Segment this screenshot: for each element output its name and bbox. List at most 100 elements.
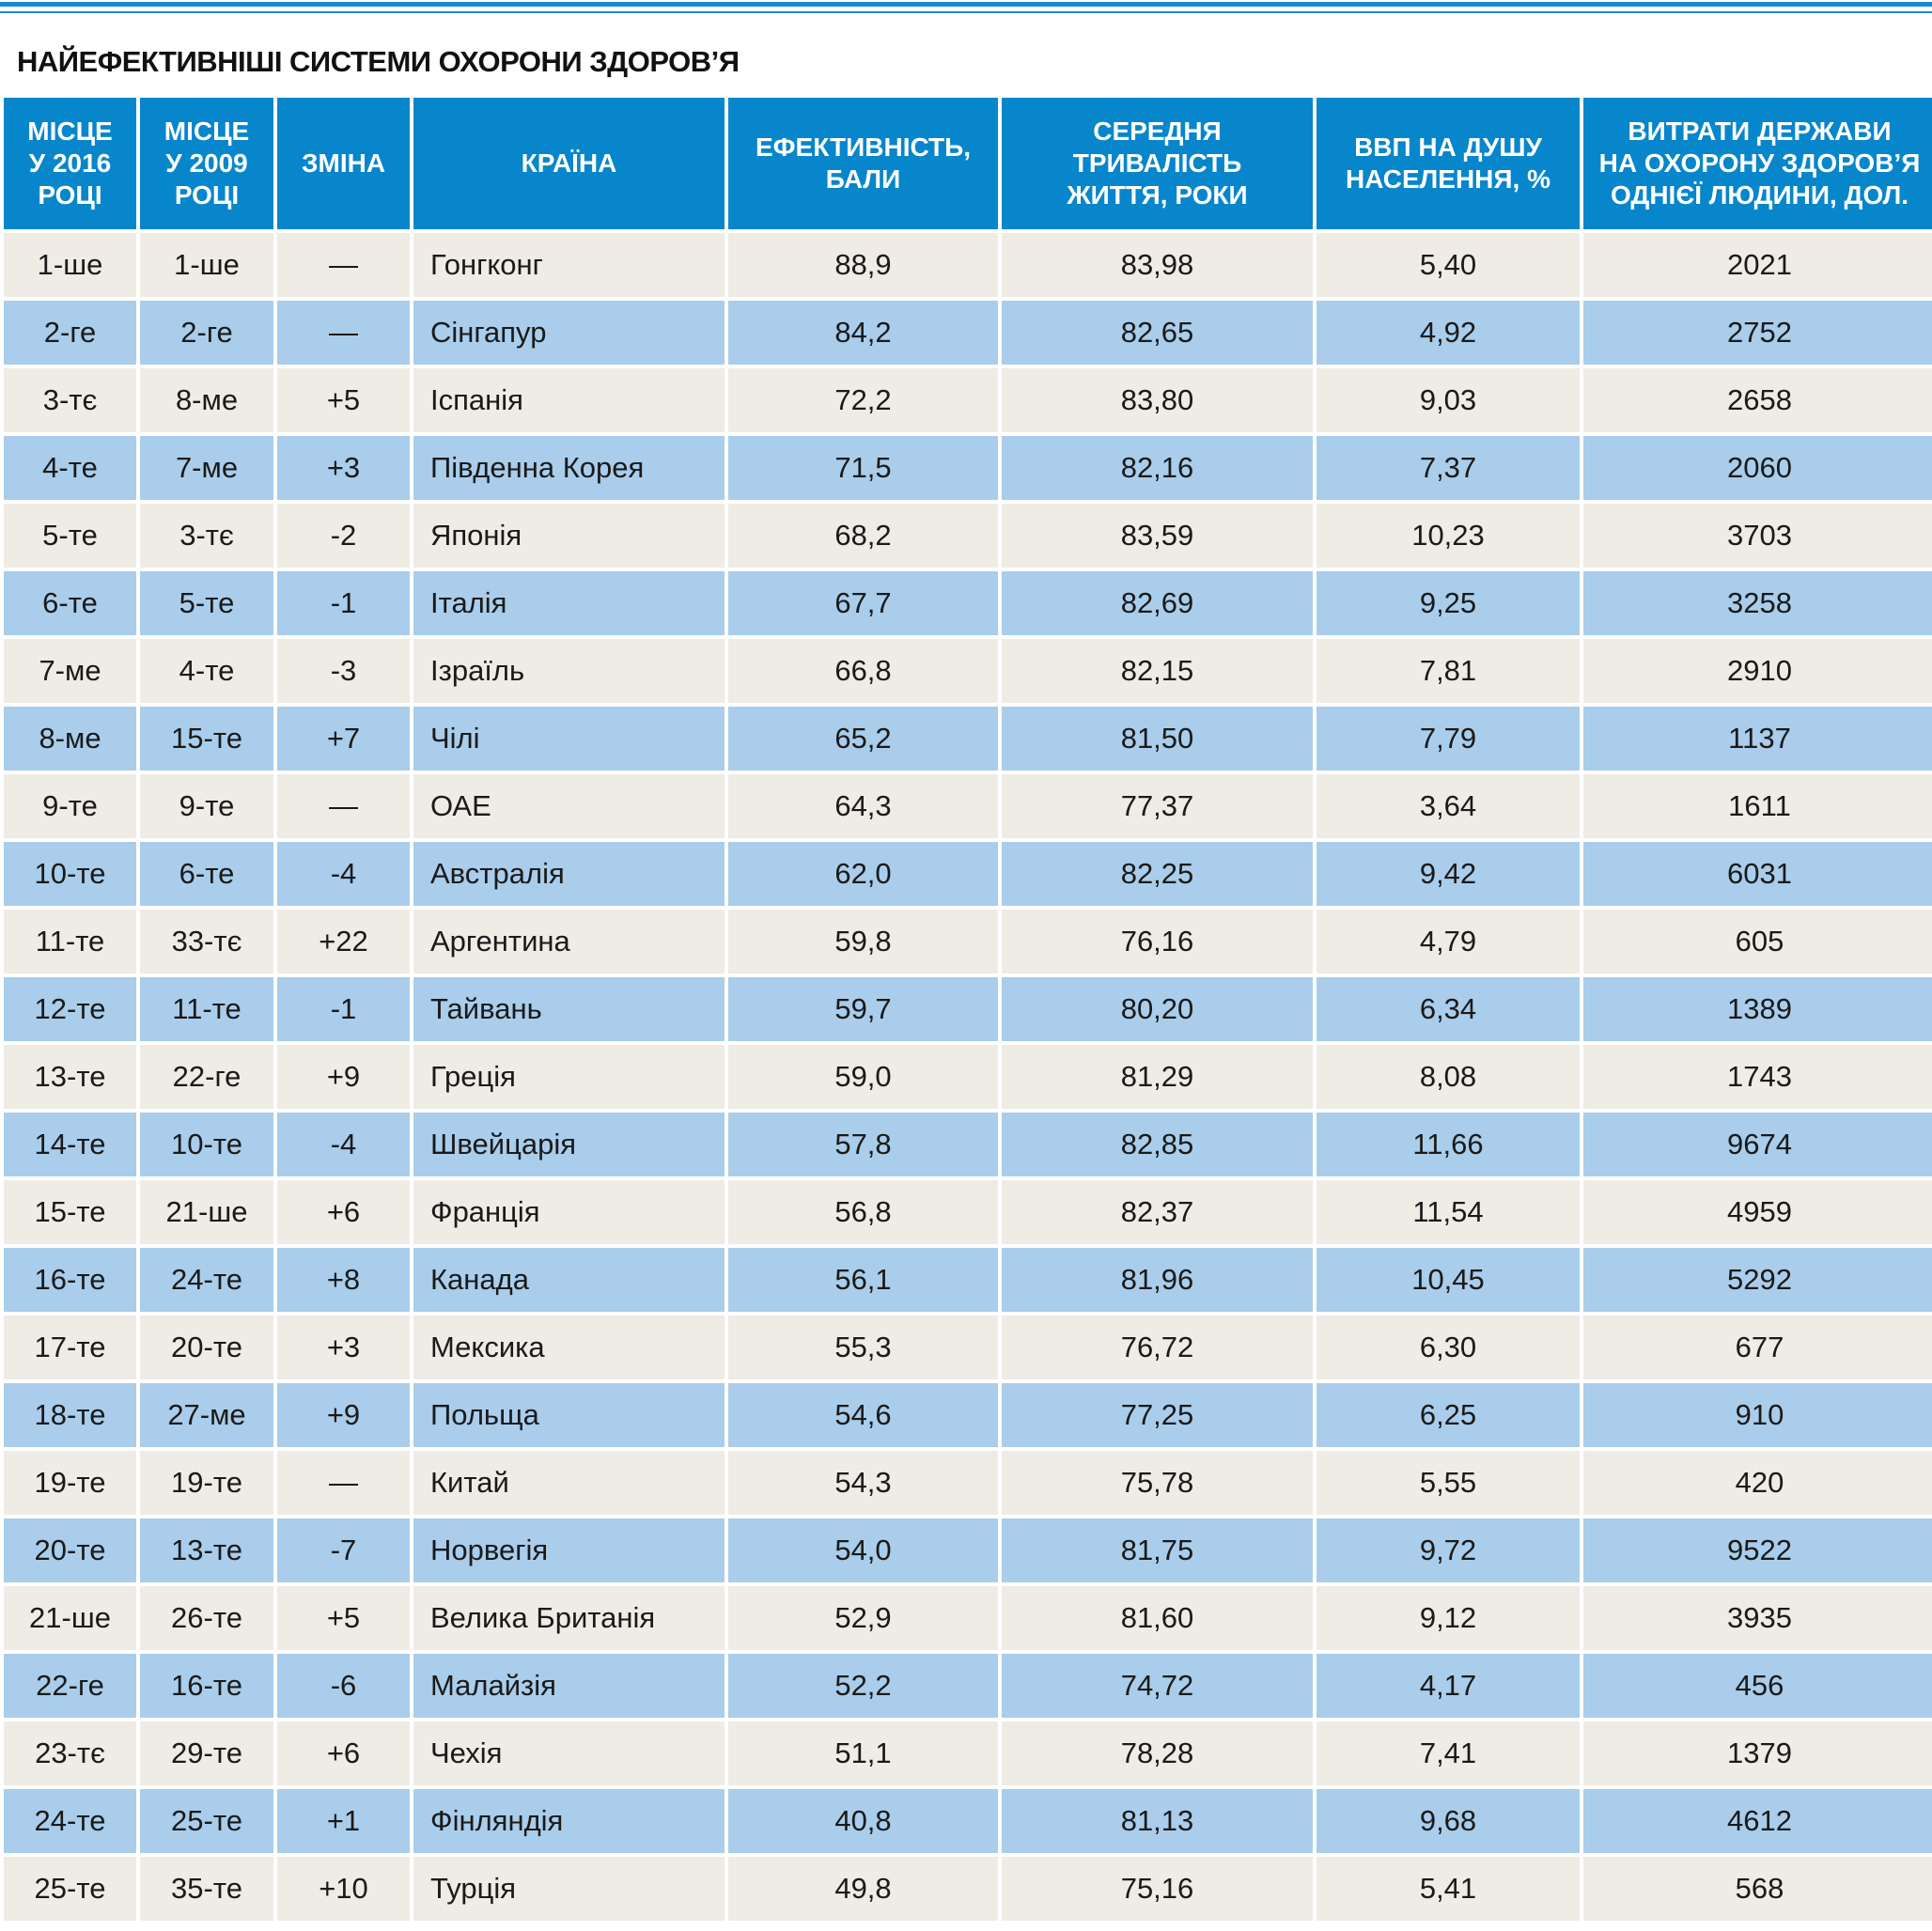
table-cell: 57,8: [728, 1113, 998, 1176]
table-cell: —: [277, 774, 410, 838]
table-cell: 7,81: [1317, 639, 1580, 703]
table-cell: 9522: [1583, 1518, 1932, 1582]
table-cell: 78,28: [1002, 1721, 1313, 1785]
country-cell: Сінгапур: [413, 301, 724, 365]
table-cell: +5: [277, 368, 410, 432]
table-cell: —: [277, 233, 410, 297]
table-row: 3-тє 8-ме +5 Іспанія 72,2 83,80 9,03 2658: [4, 368, 1932, 432]
table-cell: 81,96: [1002, 1248, 1313, 1312]
table-cell: 6031: [1583, 842, 1932, 906]
table-cell: 16-те: [140, 1654, 273, 1718]
table-cell: 2658: [1583, 368, 1932, 432]
table-cell: 6-те: [4, 571, 136, 635]
table-cell: 4,17: [1317, 1654, 1580, 1718]
table-cell: 12-те: [4, 977, 136, 1041]
table-cell: +22: [277, 910, 410, 973]
table-cell: 81,75: [1002, 1518, 1313, 1582]
table-row: 18-те 27-ме +9 Польща 54,6 77,25 6,25 910: [4, 1383, 1932, 1447]
table-row: 22-ге 16-те -6 Малайзія 52,2 74,72 4,17 456: [4, 1654, 1932, 1718]
table-cell: —: [277, 301, 410, 365]
table-cell: 23-тє: [4, 1721, 136, 1785]
table-cell: 59,7: [728, 977, 998, 1041]
column-header: ВИТРАТИ ДЕРЖАВИ НА ОХОРОНУ ЗДОРОВ’Я ОДНІЄЇ…: [1583, 98, 1932, 229]
header-line: МІСЦЕ: [27, 117, 113, 146]
header-line: КРАЇНА: [521, 148, 617, 178]
table-cell: 49,8: [728, 1857, 998, 1921]
table-cell: 55,3: [728, 1316, 998, 1379]
country-cell: Фінляндія: [413, 1789, 724, 1853]
table-cell: 54,3: [728, 1451, 998, 1515]
table-cell: 81,29: [1002, 1045, 1313, 1109]
table-cell: 6,25: [1317, 1383, 1580, 1447]
column-header: КРАЇНА: [413, 98, 724, 229]
table-cell: 677: [1583, 1316, 1932, 1379]
table-cell: 6,30: [1317, 1316, 1580, 1379]
table-cell: 9674: [1583, 1113, 1932, 1176]
table-head: МІСЦЕ У 2016 РОЦІ МІСЦЕ У 2009 РОЦІ ЗМІНА КРАЇН…: [4, 98, 1932, 229]
table-row: 2-ге 2-ге — Сінгапур 84,2 82,65 4,92 2752: [4, 301, 1932, 365]
table-cell: 83,80: [1002, 368, 1313, 432]
table-cell: 8-ме: [140, 368, 273, 432]
table-cell: 77,25: [1002, 1383, 1313, 1447]
country-cell: Швейцарія: [413, 1113, 724, 1176]
table-cell: 2-ге: [4, 301, 136, 365]
column-header: МІСЦЕ У 2009 РОЦІ: [140, 98, 273, 229]
table-cell: +9: [277, 1045, 410, 1109]
table-cell: 4-те: [4, 436, 136, 500]
table-cell: -3: [277, 639, 410, 703]
data-table: МІСЦЕ У 2016 РОЦІ МІСЦЕ У 2009 РОЦІ ЗМІНА КРАЇН…: [0, 94, 1932, 1924]
header-line: ЕФЕКТИВНІСТЬ,: [755, 132, 972, 162]
table-cell: 2060: [1583, 436, 1932, 500]
table-cell: 82,25: [1002, 842, 1313, 906]
table-cell: -6: [277, 1654, 410, 1718]
table-cell: 1-ше: [4, 233, 136, 297]
table-cell: 81,50: [1002, 707, 1313, 771]
table-cell: 20-те: [140, 1316, 273, 1379]
table-cell: 83,98: [1002, 233, 1313, 297]
table-cell: 5,55: [1317, 1451, 1580, 1515]
country-cell: Південна Корея: [413, 436, 724, 500]
table-cell: 88,9: [728, 233, 998, 297]
header-line: РОЦІ: [38, 180, 102, 210]
header-line: ОДНІЄЇ ЛЮДИНИ, ДОЛ.: [1610, 180, 1909, 210]
country-cell: Тайвань: [413, 977, 724, 1041]
table-row: 12-те 11-те -1 Тайвань 59,7 80,20 6,34 1389: [4, 977, 1932, 1041]
table-cell: 420: [1583, 1451, 1932, 1515]
table-cell: -4: [277, 842, 410, 906]
country-cell: Японія: [413, 504, 724, 568]
table-cell: 22-ге: [140, 1045, 273, 1109]
table-cell: 27-ме: [140, 1383, 273, 1447]
table-cell: 77,37: [1002, 774, 1313, 838]
table-cell: 1389: [1583, 977, 1932, 1041]
table-cell: 68,2: [728, 504, 998, 568]
country-cell: Чехія: [413, 1721, 724, 1785]
table-cell: 66,8: [728, 639, 998, 703]
table-cell: 5,41: [1317, 1857, 1580, 1921]
top-rule: [0, 11, 1932, 13]
header-line: СЕРЕДНЯ: [1093, 117, 1222, 146]
table-cell: 5292: [1583, 1248, 1932, 1312]
table-row: 25-те 35-те +10 Турція 49,8 75,16 5,41 568: [4, 1857, 1932, 1921]
country-cell: Мексика: [413, 1316, 724, 1379]
header-line: У 2016: [28, 148, 112, 178]
table-cell: 83,59: [1002, 504, 1313, 568]
country-cell: Франція: [413, 1180, 724, 1244]
table-cell: +6: [277, 1721, 410, 1785]
table-row: 20-те 13-те -7 Норвегія 54,0 81,75 9,72 9522: [4, 1518, 1932, 1582]
country-cell: Чілі: [413, 707, 724, 771]
table-cell: 605: [1583, 910, 1932, 973]
table-cell: 13-те: [4, 1045, 136, 1109]
table-row: 6-те 5-те -1 Італія 67,7 82,69 9,25 3258: [4, 571, 1932, 635]
table-cell: 59,0: [728, 1045, 998, 1109]
table-cell: 19-те: [4, 1451, 136, 1515]
top-rule: [0, 2, 1932, 7]
table-cell: 1611: [1583, 774, 1932, 838]
header-line: ВВП НА ДУШУ: [1354, 132, 1542, 162]
table-cell: 33-тє: [140, 910, 273, 973]
table-cell: 81,13: [1002, 1789, 1313, 1853]
table-cell: 9,42: [1317, 842, 1580, 906]
header-line: ЗМІНА: [301, 148, 386, 178]
table-row: 5-те 3-тє -2 Японія 68,2 83,59 10,23 3703: [4, 504, 1932, 568]
table-cell: 19-те: [140, 1451, 273, 1515]
table-cell: -4: [277, 1113, 410, 1176]
